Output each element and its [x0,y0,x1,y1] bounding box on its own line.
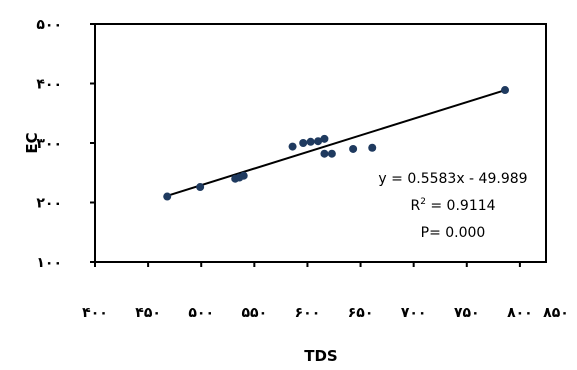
data-points [163,86,510,201]
data-point [239,171,248,180]
p-value-label: P= 0.000 [421,225,486,241]
data-point [314,137,323,146]
data-point [288,142,297,151]
y-tick-label: ۱۰۰ [36,255,62,271]
x-tick-label: ۷۰۰ [401,305,427,321]
x-tick-label: ۶۵۰ [348,305,374,321]
data-point [163,192,172,201]
regression-equation: y = 0.5583x - 49.989 [378,171,527,187]
data-point [327,149,336,158]
data-point [368,143,377,152]
y-tick-label: ۴۰۰ [36,77,62,93]
y-tick-label: ۳۰۰ [36,136,62,152]
data-point [501,86,510,95]
x-tick-label: ۵۰۰ [188,305,214,321]
x-tick-label: ۴۰۰ [82,305,108,321]
x-tick-label: ۷۵۰ [454,305,480,321]
r-squared-label: R2 = 0.9114 [410,197,495,214]
data-point [299,139,308,147]
x-axis-title: TDS [304,347,338,365]
x-tick-label: ۵۵۰ [242,305,268,321]
y-axis-ticks: ۱۰۰ ۲۰۰ ۳۰۰ ۴۰۰ ۵۰۰ [36,17,95,271]
x-tick-label: ۸۵۰ [543,305,569,321]
y-axis-title: EC [23,132,41,153]
data-point [320,149,329,158]
x-tick-label: ۸۰۰ [507,305,533,321]
x-axis-ticks: ۴۰۰ ۴۵۰ ۵۰۰ ۵۵۰ ۶۰۰ ۶۵۰ ۷۰۰ ۷۵۰ ۸۰۰ ۸۵۰ [82,262,569,321]
data-point [349,144,358,153]
x-tick-label: ۴۵۰ [135,305,161,321]
y-tick-label: ۵۰۰ [36,17,62,33]
trendline [166,89,506,197]
data-point [306,137,315,146]
y-tick-label: ۲۰۰ [36,196,62,212]
data-point [196,183,205,192]
x-tick-label: ۶۰۰ [295,305,321,321]
data-point [320,134,329,143]
